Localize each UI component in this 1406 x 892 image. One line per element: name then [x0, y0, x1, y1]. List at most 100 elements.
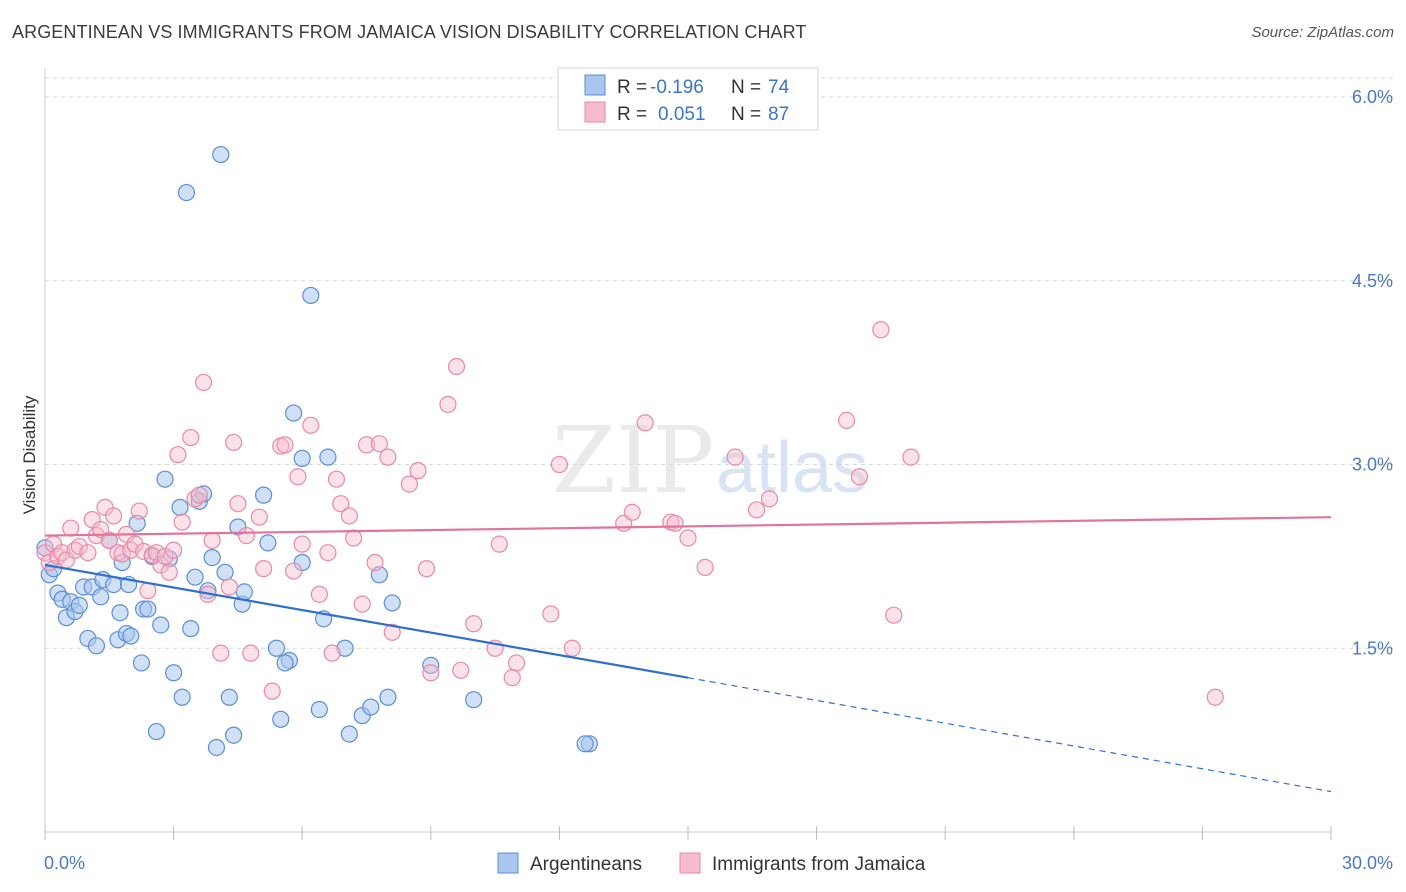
point-argentinean — [340, 725, 358, 743]
bottom-legend-swatch-pink — [679, 852, 701, 874]
point-jamaica — [302, 416, 320, 434]
point-jamaica — [190, 486, 208, 504]
y-tick-labels: 1.5% 3.0% 4.5% 6.0% — [1352, 87, 1393, 658]
point-argentinean — [272, 710, 290, 728]
trend-line-argentineans — [44, 563, 689, 679]
point-jamaica — [902, 448, 920, 466]
point-argentinean — [156, 470, 174, 488]
point-jamaica — [225, 433, 243, 452]
point-jamaica — [104, 507, 123, 525]
point-jamaica — [242, 644, 260, 662]
x-tick-label-max: 30.0% — [1342, 853, 1393, 873]
point-jamaica — [636, 414, 654, 432]
point-jamaica — [340, 507, 358, 525]
point-argentinean — [139, 600, 157, 618]
source-label: Source: ZipAtlas.com — [1251, 24, 1394, 41]
point-jamaica — [182, 428, 200, 447]
point-argentinean — [203, 548, 221, 567]
point-jamaica — [850, 468, 869, 486]
point-argentinean — [122, 627, 140, 645]
point-jamaica — [666, 514, 684, 532]
watermark-zip: ZIP — [552, 407, 714, 514]
series-jamaica — [36, 321, 1224, 706]
point-argentinean — [207, 738, 226, 757]
legend-swatch-pink — [584, 101, 606, 123]
grid — [45, 77, 1394, 649]
point-argentinean — [220, 688, 238, 706]
point-argentinean — [362, 698, 380, 716]
point-argentinean — [259, 534, 277, 552]
point-jamaica — [452, 661, 470, 679]
point-argentinean — [147, 722, 166, 741]
point-jamaica — [379, 448, 397, 466]
point-jamaica — [203, 531, 221, 550]
point-jamaica — [439, 395, 457, 414]
bottom-legend-label-pink: Immigrants from Jamaica — [712, 854, 926, 875]
legend-r-label-1: R = — [617, 77, 647, 98]
point-jamaica — [885, 606, 903, 624]
point-argentinean — [111, 604, 129, 622]
trend-line-jamaica — [44, 516, 1332, 537]
point-argentinean — [216, 563, 234, 581]
legend-n-value-2: 87 — [768, 104, 789, 125]
trend-lines — [44, 516, 1332, 793]
point-jamaica — [760, 490, 779, 508]
point-argentinean — [465, 691, 483, 709]
point-jamaica — [156, 547, 174, 565]
point-jamaica — [383, 623, 401, 641]
point-jamaica — [169, 446, 187, 464]
point-argentinean — [293, 449, 311, 467]
legend-r-value-1: -0.196 — [650, 77, 704, 98]
point-jamaica — [696, 558, 714, 577]
point-jamaica — [838, 411, 856, 429]
point-argentinean — [87, 637, 106, 655]
point-argentinean — [336, 639, 354, 657]
point-argentinean — [285, 404, 303, 422]
point-jamaica — [366, 553, 384, 572]
point-jamaica — [285, 562, 303, 580]
legend-r-label-2: R = — [617, 104, 647, 125]
y-tick-label: 4.5% — [1352, 271, 1393, 291]
point-jamaica — [542, 605, 560, 623]
legend-r-value-2: 0.051 — [658, 104, 706, 125]
point-jamaica — [490, 535, 508, 553]
point-argentinean — [319, 448, 337, 466]
point-argentinean — [165, 664, 183, 682]
point-jamaica — [293, 535, 311, 553]
point-jamaica — [503, 669, 521, 687]
point-jamaica — [400, 475, 418, 493]
chart-title: ARGENTINEAN VS IMMIGRANTS FROM JAMAICA V… — [12, 22, 807, 42]
point-jamaica — [422, 664, 440, 682]
point-jamaica — [323, 644, 341, 662]
point-jamaica — [507, 654, 526, 672]
point-jamaica — [872, 321, 890, 339]
bottom-legend-swatch-blue — [497, 852, 519, 874]
point-jamaica — [353, 595, 371, 613]
legend-n-value-1: 74 — [768, 77, 790, 98]
y-tick-label: 1.5% — [1352, 638, 1393, 658]
point-argentinean — [302, 286, 320, 305]
point-argentinean — [276, 654, 294, 672]
point-jamaica — [212, 644, 230, 662]
point-argentinean — [171, 498, 189, 516]
point-jamaica — [679, 529, 697, 547]
point-jamaica — [370, 435, 388, 453]
point-argentinean — [235, 583, 253, 601]
point-jamaica — [263, 682, 281, 700]
point-jamaica — [310, 585, 328, 603]
point-jamaica — [747, 501, 766, 519]
point-jamaica — [726, 448, 744, 466]
point-jamaica — [327, 470, 346, 488]
point-argentinean — [182, 620, 200, 638]
y-tick-label: 3.0% — [1352, 455, 1393, 475]
point-argentinean — [177, 183, 196, 202]
point-jamaica — [1206, 688, 1224, 706]
point-jamaica — [79, 544, 97, 562]
point-jamaica — [465, 615, 483, 633]
point-argentinean — [132, 654, 151, 672]
point-jamaica — [345, 529, 363, 547]
point-argentinean — [186, 568, 204, 586]
bottom-legend: Argentineans Immigrants from Jamaica — [497, 852, 926, 875]
point-jamaica — [563, 639, 581, 657]
legend-n-label-2: N = — [731, 104, 761, 125]
